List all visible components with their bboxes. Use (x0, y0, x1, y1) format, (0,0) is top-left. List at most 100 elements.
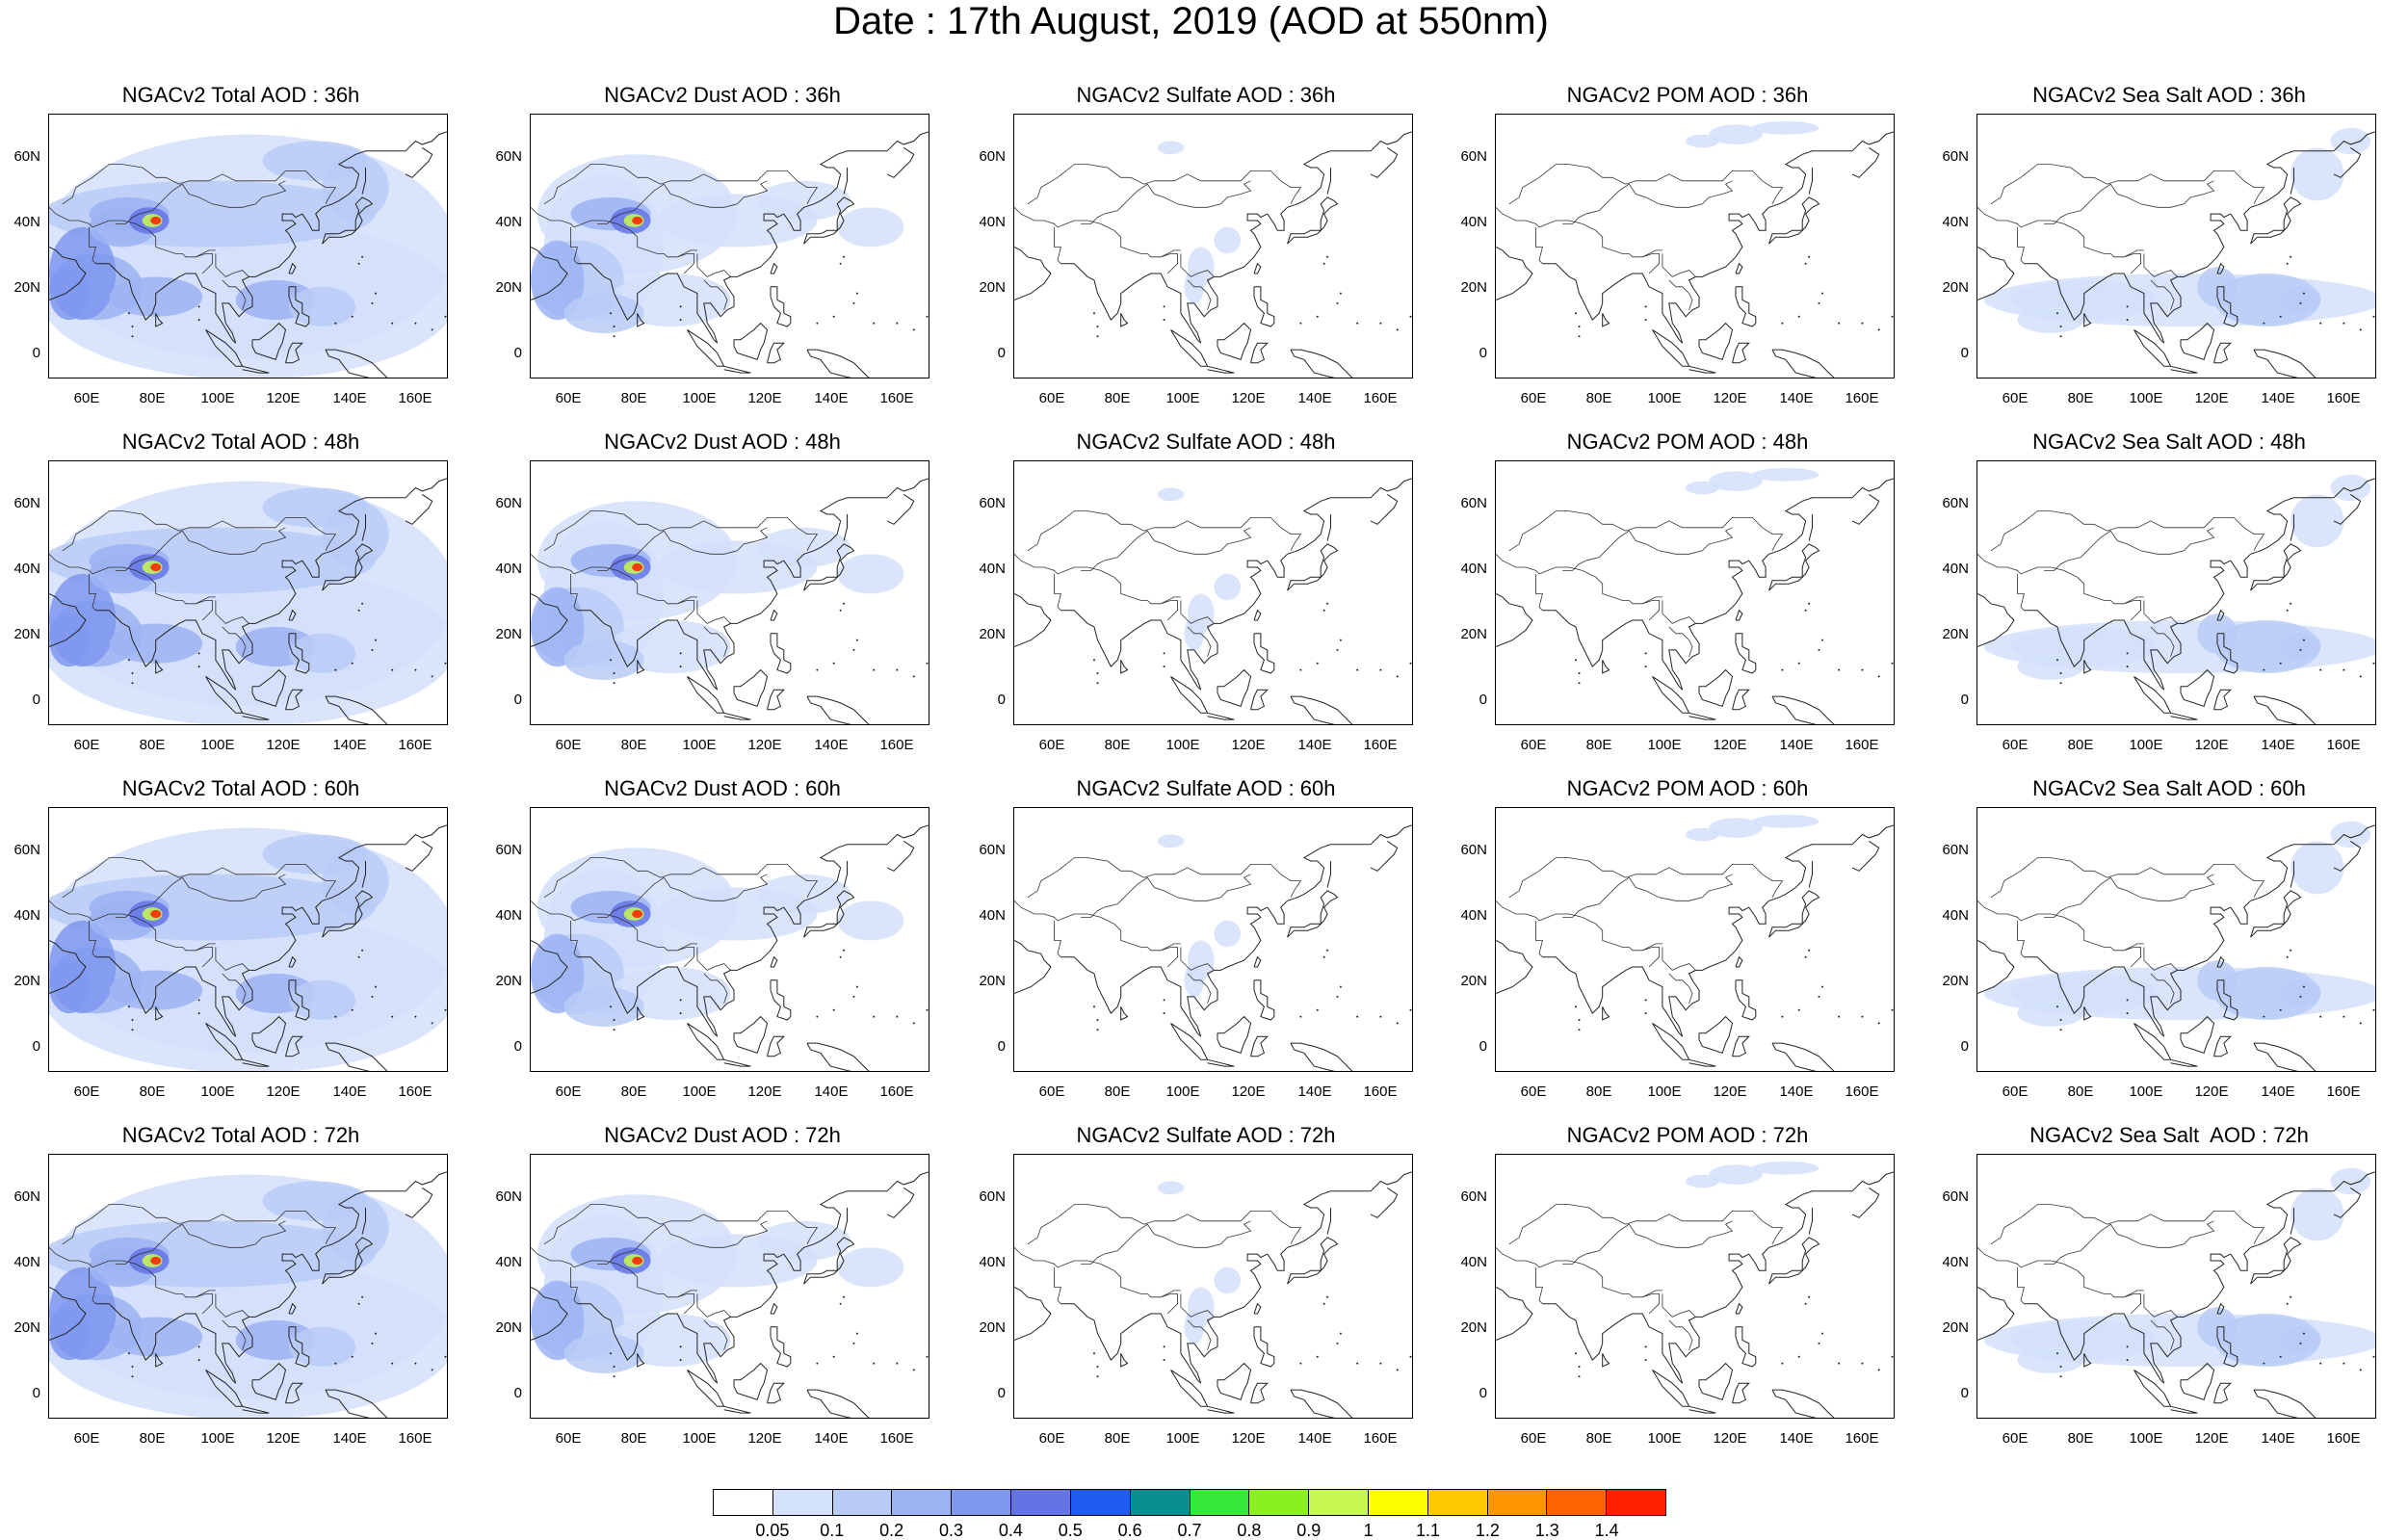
longitude-label: 140E (814, 1430, 849, 1447)
map-panel-sulfate: NGACv2 Sulfate AOD : 72h 60N 40N 20N 0 60E 80E… (965, 1125, 1447, 1472)
colorbar-label: 1.2 (1475, 1521, 1500, 1540)
longitude-label: 60E (1520, 1430, 1547, 1447)
colorbar-swatch (1547, 1490, 1608, 1515)
longitude-label: 100E (1647, 1430, 1682, 1447)
longitude-label: 100E (200, 737, 235, 753)
latitude-label: 20N (1942, 1319, 1969, 1336)
map-plot-area (48, 807, 448, 1072)
latitude-label: 60N (495, 1188, 522, 1205)
longitude-label: 80E (139, 1430, 166, 1447)
longitude-label: 140E (1297, 1430, 1332, 1447)
map-panel-pom: NGACv2 POM AOD : 36h 60N 40N 20N 0 60E 80E 100E… (1447, 85, 1928, 431)
panel-title: NGACv2 Dust AOD : 72h (604, 1123, 841, 1147)
colorbar-swatch (1607, 1490, 1665, 1515)
longitude-label: 160E (879, 1083, 914, 1100)
longitude-label: 120E (1713, 737, 1747, 753)
longitude-label: 60E (555, 737, 582, 753)
longitude-label: 60E (1520, 390, 1547, 406)
latitude-label: 20N (979, 973, 1006, 989)
map-plot-area (1495, 1154, 1895, 1419)
colorbar-label: 0.8 (1237, 1521, 1262, 1540)
longitude-label: 140E (814, 1083, 849, 1100)
map-panel-dust: NGACv2 Dust AOD : 48h 60N 40N 20N 0 60E 80E 100… (482, 431, 963, 778)
latitude-label: 60N (979, 495, 1006, 511)
longitude-label: 80E (139, 737, 166, 753)
latitude-label: 0 (32, 1038, 40, 1055)
latitude-label: 20N (1942, 279, 1969, 296)
longitude-label: 140E (1779, 1083, 1814, 1100)
panel-title: NGACv2 Dust AOD : 48h (604, 430, 841, 454)
colorbar-label: 0.7 (1177, 1521, 1202, 1540)
longitude-label: 160E (1845, 1430, 1879, 1447)
longitude-label: 120E (2194, 1430, 2229, 1447)
latitude-label: 60N (13, 495, 40, 511)
longitude-label: 140E (814, 737, 849, 753)
latitude-label: 40N (979, 1254, 1006, 1270)
latitude-label: 20N (1460, 1319, 1487, 1336)
longitude-label: 160E (1363, 390, 1398, 406)
longitude-label: 100E (2129, 1083, 2163, 1100)
longitude-label: 140E (2261, 1083, 2295, 1100)
latitude-label: 20N (1460, 626, 1487, 642)
latitude-label: 0 (1479, 1038, 1487, 1055)
longitude-label: 120E (747, 390, 782, 406)
latitude-label: 40N (1460, 1254, 1487, 1270)
longitude-label: 100E (2129, 390, 2163, 406)
latitude-label: 0 (997, 1385, 1006, 1401)
longitude-label: 140E (2261, 390, 2295, 406)
longitude-label: 100E (682, 737, 717, 753)
longitude-label: 60E (2002, 1430, 2029, 1447)
latitude-label: 40N (495, 214, 522, 230)
latitude-label: 60N (1460, 495, 1487, 511)
latitude-label: 0 (513, 1385, 522, 1401)
latitude-label: 20N (495, 626, 522, 642)
map-plot-area (530, 1154, 929, 1419)
colorbar-label: 0.6 (1117, 1521, 1142, 1540)
panel-title: NGACv2 Sea Salt AOD : 72h (2029, 1123, 2309, 1147)
longitude-label: 60E (1038, 1430, 1065, 1447)
latitude-label: 40N (13, 214, 40, 230)
map-plot-area (530, 460, 929, 725)
longitude-label: 140E (332, 390, 367, 406)
longitude-label: 100E (1647, 390, 1682, 406)
map-panel-sulfate: NGACv2 Sulfate AOD : 36h 60N 40N 20N 0 60E 80E… (965, 85, 1447, 431)
colorbar-swatch (1487, 1490, 1548, 1515)
map-panel-dust: NGACv2 Dust AOD : 72h 60N 40N 20N 0 60E 80E 100… (482, 1125, 963, 1472)
latitude-label: 0 (513, 692, 522, 708)
longitude-label: 160E (2326, 737, 2361, 753)
longitude-label: 60E (2002, 1083, 2029, 1100)
longitude-label: 140E (332, 737, 367, 753)
longitude-label: 60E (73, 737, 100, 753)
longitude-label: 80E (620, 737, 647, 753)
panel-title: NGACv2 POM AOD : 60h (1566, 776, 1809, 800)
map-panel-seasalt: NGACv2 Sea Salt AOD : 36h 60N 40N 20N 0 60E 80… (1928, 85, 2382, 431)
longitude-label: 60E (555, 1430, 582, 1447)
longitude-label: 160E (1363, 1083, 1398, 1100)
map-panel-pom: NGACv2 POM AOD : 60h 60N 40N 20N 0 60E 80E 100E… (1447, 778, 1928, 1125)
latitude-label: 60N (1942, 842, 1969, 858)
panel-title: NGACv2 POM AOD : 48h (1566, 430, 1809, 454)
longitude-label: 100E (2129, 737, 2163, 753)
latitude-label: 40N (1460, 907, 1487, 924)
longitude-label: 160E (398, 737, 432, 753)
longitude-label: 80E (1104, 1083, 1131, 1100)
colorbar-label: 0.2 (879, 1521, 904, 1540)
latitude-label: 60N (1460, 1188, 1487, 1205)
figure-title: Date : 17th August, 2019 (AOD at 550nm) (833, 0, 1549, 42)
longitude-label: 100E (682, 1083, 717, 1100)
latitude-label: 60N (1942, 495, 1969, 511)
map-plot-area (1495, 460, 1895, 725)
colorbar-swatch (1427, 1490, 1488, 1515)
longitude-label: 160E (879, 1430, 914, 1447)
latitude-label: 20N (13, 626, 40, 642)
longitude-label: 120E (747, 1430, 782, 1447)
map-panel-total: NGACv2 Total AOD : 72h 60N 40N 20N 0 60E 80E 10… (0, 1125, 482, 1472)
longitude-label: 60E (2002, 737, 2029, 753)
latitude-label: 20N (13, 1319, 40, 1336)
latitude-label: 60N (495, 495, 522, 511)
longitude-label: 100E (200, 1083, 235, 1100)
colorbar-swatch (1130, 1490, 1191, 1515)
latitude-label: 0 (513, 345, 522, 361)
longitude-label: 100E (1165, 1083, 1200, 1100)
map-plot-area (1976, 460, 2376, 725)
